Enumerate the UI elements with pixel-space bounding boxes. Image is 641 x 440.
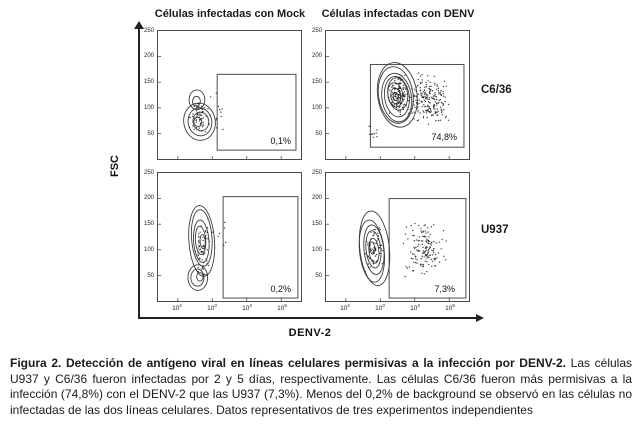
y-ticks-c636-mock: 250 200 150 100 50 — [141, 28, 156, 160]
y-tick: 200 — [311, 195, 322, 201]
gate-rect — [216, 73, 297, 151]
panel-u937-denv: 7,3% — [325, 172, 470, 302]
y-tick: 250 — [311, 28, 322, 34]
y-ticks-u937-denv: 250 200 150 100 50 — [309, 170, 324, 302]
y-tick: 100 — [311, 247, 322, 253]
y-tick: 50 — [147, 131, 154, 137]
row-label-u937: U937 — [481, 224, 509, 236]
y-tick: 100 — [143, 247, 154, 253]
x-tick: 104 — [410, 303, 420, 313]
x-tick: 105 — [277, 303, 287, 313]
y-axis-arrow-icon — [134, 21, 144, 29]
x-axis-arrow-icon — [476, 314, 484, 322]
y-tick: 100 — [143, 105, 154, 111]
y-ticks-c636-denv: 250 200 150 100 50 — [309, 28, 324, 160]
panel-c636-denv: 74,8% — [325, 30, 470, 160]
y-tick: 50 — [315, 131, 322, 137]
gate-percent-label: 0,2% — [269, 284, 292, 294]
flow-plot-c636-mock — [158, 56, 297, 159]
y-tick: 200 — [143, 195, 154, 201]
y-tick: 200 — [311, 53, 322, 59]
flow-plot-u937-mock — [158, 196, 299, 301]
x-tick: 103 — [375, 303, 385, 313]
y-tick: 150 — [311, 79, 322, 85]
y-axis-line — [138, 28, 140, 319]
flow-plot-u937-denv — [326, 198, 467, 301]
y-tick: 50 — [315, 273, 322, 279]
gate-rect — [222, 196, 299, 299]
gate-percent-label: 0,1% — [269, 136, 292, 146]
column-title-mock: Células infectadas con Mock — [154, 8, 306, 20]
caption-body: Las células U937 y C6/36 fueron infectad… — [10, 356, 632, 417]
y-tick: 250 — [143, 170, 154, 176]
column-title-denv: Células infectadas con DENV — [321, 8, 475, 20]
x-axis-line — [138, 317, 476, 319]
y-tick: 150 — [143, 221, 154, 227]
x-tick: 103 — [207, 303, 217, 313]
panel-u937-mock: 0,2% — [157, 172, 302, 302]
figure-caption: Figura 2. Detección de antígeno viral en… — [10, 356, 632, 418]
y-tick: 250 — [143, 28, 154, 34]
x-tick: 102 — [172, 303, 182, 313]
gate-rect — [369, 63, 465, 148]
y-tick: 250 — [311, 170, 322, 176]
row-label-c636: C6/36 — [481, 84, 512, 96]
y-ticks-u937-mock: 250 200 150 100 50 — [141, 170, 156, 302]
y-tick: 50 — [147, 273, 154, 279]
flow-plot-c636-denv — [326, 56, 465, 159]
x-ticks-u937-mock: 102 103 104 105 — [157, 303, 302, 313]
x-tick: 104 — [242, 303, 252, 313]
y-axis-label: FSC — [109, 155, 121, 177]
caption-bold-lead: Figura 2. Detección de antígeno viral en… — [10, 356, 566, 370]
x-tick: 105 — [445, 303, 455, 313]
gate-percent-label: 7,3% — [433, 284, 456, 294]
gate-percent-label: 74,8% — [430, 132, 458, 142]
x-ticks-u937-denv: 102 103 104 105 — [325, 303, 470, 313]
y-tick: 100 — [311, 105, 322, 111]
y-tick: 150 — [311, 221, 322, 227]
x-axis-label: DENV-2 — [288, 327, 332, 339]
y-tick: 150 — [143, 79, 154, 85]
panel-c636-mock: 0,1% — [157, 30, 302, 160]
y-tick: 200 — [143, 53, 154, 59]
x-tick: 102 — [340, 303, 350, 313]
